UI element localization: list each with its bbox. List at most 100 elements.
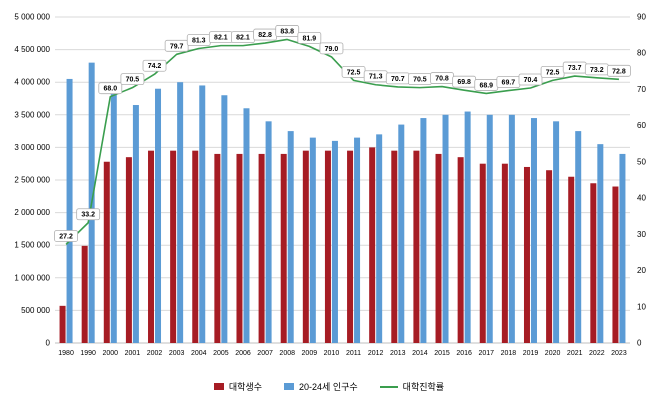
bar[interactable]	[612, 186, 619, 343]
chart-canvas: 0 500 000 1 000 000 1 500 000 2 000 000 2 500…	[14, 13, 646, 358]
bar[interactable]	[243, 108, 250, 343]
data-label-text: 27.2	[59, 233, 73, 240]
data-label-text: 72.5	[347, 69, 361, 76]
x-axis-tick: 2009	[302, 350, 318, 357]
bar[interactable]	[280, 153, 287, 343]
bar[interactable]	[192, 150, 199, 343]
bar[interactable]	[59, 305, 66, 343]
bar[interactable]	[457, 157, 464, 343]
data-label-box	[142, 59, 167, 72]
bar[interactable]	[575, 131, 582, 343]
bar[interactable]	[442, 114, 449, 343]
bar[interactable]	[170, 150, 177, 343]
bar[interactable]	[420, 118, 427, 343]
right-axis-tick: 10	[637, 302, 646, 311]
bar[interactable]	[597, 144, 604, 343]
bar[interactable]	[287, 131, 294, 343]
bar[interactable]	[501, 163, 508, 343]
bar[interactable]	[331, 140, 338, 343]
data-label-text: 82.1	[214, 35, 228, 42]
bar[interactable]	[376, 134, 383, 343]
bar[interactable]	[110, 91, 117, 343]
data-label-box	[297, 31, 322, 44]
bar[interactable]	[324, 150, 331, 343]
bar[interactable]	[553, 121, 560, 343]
bar[interactable]	[221, 95, 228, 344]
x-axis-tick: 2022	[589, 350, 605, 357]
bar[interactable]	[258, 153, 265, 343]
bar[interactable]	[435, 153, 442, 343]
right-axis-tick: 90	[637, 13, 646, 22]
x-axis-tick: 2001	[125, 350, 141, 357]
legend-item-students[interactable]: 대학생수	[213, 380, 263, 393]
left-axis-tick: 4 500 000	[14, 45, 50, 54]
x-axis-tick: 2000	[102, 350, 118, 357]
bar[interactable]	[369, 147, 376, 343]
bar[interactable]	[479, 163, 486, 343]
data-label-text: 71.3	[369, 74, 383, 81]
data-label-text: 79.0	[325, 46, 339, 53]
left-axis-tick: 2 500 000	[14, 176, 50, 185]
left-axis-tick: 0	[46, 339, 51, 348]
bar[interactable]	[530, 118, 537, 343]
bar[interactable]	[132, 105, 139, 344]
bar[interactable]	[309, 137, 316, 343]
x-axis-tick: 2015	[434, 350, 450, 357]
legend-label-entrance-rate: 대학진학률	[402, 382, 445, 392]
bar[interactable]	[619, 153, 626, 343]
x-axis-tick: 2016	[456, 350, 472, 357]
data-label-box	[319, 42, 344, 55]
bar[interactable]	[347, 150, 354, 343]
data-label-box	[98, 82, 123, 95]
data-label-text: 70.5	[126, 77, 140, 84]
x-axis-tick: 2014	[412, 350, 428, 357]
bar[interactable]	[81, 245, 88, 343]
x-axis-tick: 2007	[257, 350, 273, 357]
bar[interactable]	[391, 150, 398, 343]
data-label-text: 33.2	[81, 212, 95, 219]
bar[interactable]	[66, 78, 73, 343]
bar[interactable]	[568, 176, 575, 343]
data-label-text: 73.7	[568, 65, 582, 72]
legend-item-entrance-rate[interactable]: 대학진학률	[379, 380, 445, 393]
bar[interactable]	[464, 111, 471, 343]
bar[interactable]	[265, 121, 272, 343]
bar[interactable]	[155, 88, 162, 343]
bar[interactable]	[354, 137, 361, 343]
bar[interactable]	[486, 114, 493, 343]
bar[interactable]	[236, 153, 243, 343]
bar[interactable]	[177, 82, 184, 343]
x-axis-tick: 2013	[390, 350, 406, 357]
bar[interactable]	[590, 183, 597, 343]
x-axis-tick: 2006	[235, 350, 251, 357]
data-label-text: 82.1	[236, 35, 250, 42]
red-bar-swatch-icon	[213, 383, 224, 390]
bar[interactable]	[199, 85, 206, 344]
left-axis-tick: 1 500 000	[14, 241, 50, 250]
data-label-text: 72.5	[546, 69, 560, 76]
left-axis-tick: 3 500 000	[14, 110, 50, 119]
x-axis-tick: 2004	[191, 350, 207, 357]
data-label-box	[164, 39, 189, 52]
bar[interactable]	[302, 150, 309, 343]
bar[interactable]	[398, 124, 405, 343]
bar[interactable]	[148, 150, 155, 343]
bar[interactable]	[125, 157, 132, 343]
chart-legend: 대학생수 20-24세 인구수 대학진학률	[0, 380, 658, 393]
right-axis-tick: 70	[637, 85, 646, 94]
bar[interactable]	[214, 153, 221, 343]
data-label-text: 73.2	[590, 67, 604, 74]
x-axis-labels: 1980 1990 2000 2001 2002 2003 2004 2005 2006 2007…	[58, 350, 627, 357]
axis-tick-labels: 0 500 000 1 000 000 1 500 000 2 000 000 2 500…	[14, 13, 646, 348]
bar[interactable]	[103, 161, 110, 343]
legend-item-population[interactable]: 20-24세 인구수	[284, 380, 358, 393]
right-axis-tick: 0	[637, 339, 642, 348]
bar[interactable]	[508, 114, 515, 343]
bar[interactable]	[546, 170, 553, 343]
data-label-text: 69.8	[457, 79, 471, 86]
bar[interactable]	[523, 166, 530, 343]
left-axis-tick: 2 000 000	[14, 208, 50, 217]
gridlines	[55, 16, 630, 311]
bar[interactable]	[413, 150, 420, 343]
legend-label-students: 대학생수	[228, 382, 263, 392]
